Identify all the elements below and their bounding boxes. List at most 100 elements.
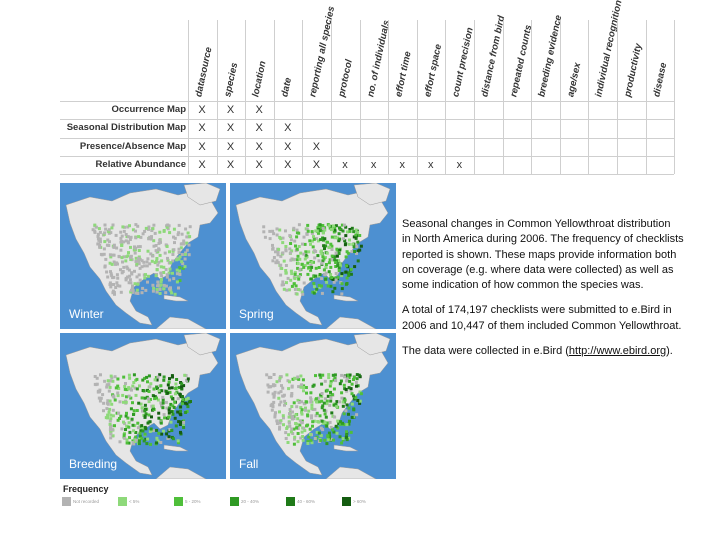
frequency-legend: Frequency Not recorded < 5% 5 - 20% 20 - 40… xyxy=(62,484,402,514)
season-label: Breeding xyxy=(69,457,118,471)
column-header-label: location xyxy=(250,60,269,98)
grid-line xyxy=(645,20,647,175)
grid-line xyxy=(273,20,275,175)
row-label: Seasonal Distribution Map xyxy=(66,122,186,134)
season-map: Fall xyxy=(230,333,396,479)
grid-line xyxy=(531,20,533,175)
column-header-label: disease xyxy=(650,61,669,98)
grid-line xyxy=(60,155,675,157)
frequency-cells xyxy=(91,223,192,296)
land-shape xyxy=(333,294,359,302)
grid-line xyxy=(416,20,418,175)
description-paragraph-1: Seasonal changes in Common Yellowthroat … xyxy=(402,218,684,292)
requirement-mark: X xyxy=(198,140,206,153)
land-shape xyxy=(333,444,359,452)
grid-line xyxy=(60,119,675,121)
column-header-label: individual recognition xyxy=(593,0,625,98)
map-graphic xyxy=(65,183,221,329)
land-shape xyxy=(353,333,391,356)
requirement-mark: x xyxy=(428,158,434,171)
grid-line xyxy=(302,20,304,175)
requirement-mark: X xyxy=(226,158,235,171)
requirement-mark: X xyxy=(255,158,263,171)
grid-line xyxy=(388,20,390,175)
grid-line xyxy=(445,20,447,175)
legend-label: > 60% xyxy=(353,499,366,504)
grid-line xyxy=(588,20,590,175)
row-label: Occurrence Map xyxy=(111,104,186,115)
column-header-label: protocol xyxy=(336,58,355,98)
legend-title: Frequency xyxy=(63,484,109,494)
land-shape xyxy=(65,188,219,326)
requirement-mark: x xyxy=(399,158,405,171)
requirement-mark: X xyxy=(255,104,263,116)
requirement-mark: X xyxy=(226,104,235,116)
grid-line xyxy=(60,101,675,102)
land-shape xyxy=(163,294,189,302)
row-label: Presence/Absence Map xyxy=(79,140,186,152)
column-header-label: date xyxy=(279,76,294,98)
legend-label: < 5% xyxy=(129,499,140,504)
grid-line xyxy=(502,20,504,175)
grid-line xyxy=(60,137,675,139)
land-shape xyxy=(353,183,391,206)
legend-label: 5 - 20% xyxy=(185,499,201,504)
requirement-mark: X xyxy=(312,158,321,171)
requirement-mark: X xyxy=(255,140,263,153)
ebird-link[interactable]: http://www.ebird.org xyxy=(568,345,667,358)
legend-swatch xyxy=(174,497,183,506)
grid-line xyxy=(331,20,332,175)
grid-line xyxy=(674,20,676,175)
map-graphic xyxy=(235,183,391,329)
requirement-mark: X xyxy=(255,122,263,135)
column-header-label: age/sex xyxy=(565,61,584,98)
source-suffix: ). xyxy=(666,345,673,358)
legend-swatch xyxy=(230,497,239,506)
grid-line xyxy=(188,20,189,175)
frequency-cells xyxy=(262,223,363,296)
column-header-label: count precision xyxy=(450,26,477,98)
season-map: Winter xyxy=(60,183,226,329)
description-paragraph-3: The data were collected in e.Bird (http:… xyxy=(402,344,720,359)
map-graphic xyxy=(65,333,221,479)
legend-swatch xyxy=(62,497,71,506)
grid-line xyxy=(60,174,675,176)
requirement-mark: X xyxy=(198,158,206,171)
legend-label: Not recorded xyxy=(73,499,100,504)
land-shape xyxy=(235,188,389,326)
grid-line xyxy=(559,20,561,175)
grid-line xyxy=(359,20,361,175)
grid-line xyxy=(216,20,218,175)
requirement-mark: x xyxy=(456,158,463,171)
land-shape xyxy=(183,333,221,356)
grid-line xyxy=(245,20,247,175)
season-map: Breeding xyxy=(60,333,226,479)
requirement-mark: x xyxy=(342,158,348,171)
description-text: Seasonal changes in Common Yellowthroat … xyxy=(402,217,720,369)
land-shape xyxy=(183,183,221,206)
legend-label: 40 - 60% xyxy=(297,499,316,504)
source-prefix: The data were collected in e.Bird ( xyxy=(402,345,569,358)
land-shape xyxy=(325,466,377,479)
map-graphic xyxy=(235,333,391,479)
requirement-mark: X xyxy=(198,122,206,135)
legend-swatch xyxy=(286,497,295,506)
requirement-mark: x xyxy=(370,158,377,171)
column-header-label: repeated counts xyxy=(507,23,534,98)
requirement-mark: X xyxy=(198,104,206,116)
season-map: Spring xyxy=(230,183,396,329)
requirement-mark: X xyxy=(226,122,235,135)
description-paragraph-2: A total of 174,197 checklists were submi… xyxy=(402,304,682,332)
grid-line xyxy=(617,20,618,175)
season-label: Winter xyxy=(69,307,104,321)
column-header-label: reporting all species xyxy=(307,5,338,98)
grid-line xyxy=(474,20,475,175)
legend-swatch xyxy=(342,497,351,506)
requirement-mark: X xyxy=(226,140,235,153)
season-label: Spring xyxy=(239,307,274,321)
frequency-cells xyxy=(93,373,192,446)
column-header-label: effort time xyxy=(393,50,414,98)
frequency-cells xyxy=(265,373,363,446)
land-shape xyxy=(155,466,207,479)
requirement-mark: X xyxy=(284,122,292,135)
